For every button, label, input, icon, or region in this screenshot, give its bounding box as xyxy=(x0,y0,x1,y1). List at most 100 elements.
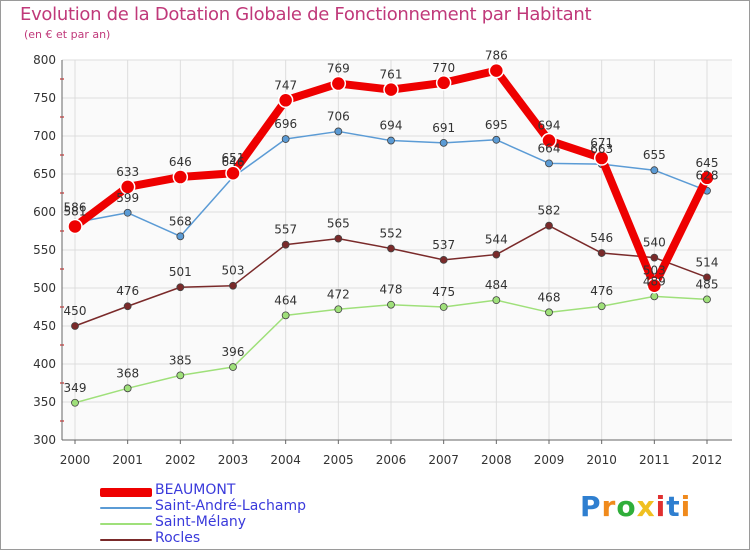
data-label: 475 xyxy=(432,285,455,299)
data-point xyxy=(172,169,189,185)
data-point xyxy=(334,305,343,314)
x-tick-label: 2000 xyxy=(60,453,91,467)
legend-swatch xyxy=(100,488,152,497)
y-tick-label: 600 xyxy=(33,205,56,219)
data-label: 540 xyxy=(643,236,666,250)
data-label: 696 xyxy=(274,117,297,131)
data-point xyxy=(387,244,395,253)
x-tick-label: 2005 xyxy=(323,453,354,467)
x-tick-label: 2006 xyxy=(376,453,407,467)
x-tick-label: 2008 xyxy=(481,453,512,467)
chart-title: Evolution de la Dotation Globale de Fonc… xyxy=(20,4,592,25)
data-label: 646 xyxy=(169,155,192,169)
x-tick-label: 2009 xyxy=(534,453,565,467)
data-label: 476 xyxy=(116,284,139,298)
data-label: 645 xyxy=(696,156,719,170)
legend-label: Saint-André-Lachamp xyxy=(155,498,306,514)
data-label: 769 xyxy=(327,62,350,76)
data-label: 691 xyxy=(432,121,455,135)
logo-letter: x xyxy=(636,490,656,523)
data-label: 655 xyxy=(643,148,666,162)
data-point xyxy=(646,277,663,294)
data-label: 544 xyxy=(485,233,508,247)
data-point xyxy=(277,92,294,109)
data-point xyxy=(281,240,290,249)
data-point xyxy=(281,311,290,320)
data-point xyxy=(387,136,395,145)
y-tick-label: 500 xyxy=(33,281,56,295)
y-tick-label: 700 xyxy=(33,129,56,143)
data-point xyxy=(492,250,501,259)
data-label: 396 xyxy=(222,345,245,359)
y-tick-label: 650 xyxy=(33,167,56,181)
legend-swatch xyxy=(100,523,152,525)
data-point xyxy=(123,208,132,217)
legend-label: BEAUMONT xyxy=(155,482,236,498)
data-point xyxy=(439,255,448,264)
y-tick-label: 800 xyxy=(33,53,56,67)
data-label: 671 xyxy=(590,136,613,150)
data-point xyxy=(650,292,659,301)
data-label: 663 xyxy=(590,142,613,156)
data-label: 633 xyxy=(116,165,139,179)
data-label: 503 xyxy=(222,264,245,278)
data-label: 552 xyxy=(380,226,403,240)
x-tick-label: 2001 xyxy=(112,453,143,467)
x-tick-label: 2007 xyxy=(428,453,459,467)
data-point xyxy=(67,218,83,235)
data-point xyxy=(229,363,237,371)
data-label: 349 xyxy=(64,381,87,395)
data-label: 646 xyxy=(222,155,245,169)
data-label: 581 xyxy=(64,204,87,218)
data-point xyxy=(488,62,505,79)
y-tick-label: 350 xyxy=(33,395,56,409)
data-point xyxy=(71,322,79,330)
logo-letter: P xyxy=(580,490,602,523)
legend-swatch xyxy=(100,539,152,541)
data-label: 651 xyxy=(222,151,245,165)
data-label: 599 xyxy=(116,191,139,205)
data-point xyxy=(71,398,79,407)
data-point xyxy=(387,300,395,309)
data-point xyxy=(123,384,132,393)
data-point xyxy=(545,159,553,168)
data-label: 514 xyxy=(696,255,719,269)
data-label: 478 xyxy=(380,283,403,297)
x-tick-label: 2010 xyxy=(586,453,617,467)
data-label: 503 xyxy=(643,264,666,278)
data-point xyxy=(545,221,553,230)
data-label: 568 xyxy=(169,214,192,228)
data-point xyxy=(281,135,290,143)
data-label: 537 xyxy=(432,238,455,252)
logo-letter: t xyxy=(666,490,681,523)
data-label: 786 xyxy=(485,49,508,63)
data-point xyxy=(703,273,711,282)
legend-label: Saint-Mélany xyxy=(155,514,247,530)
x-tick-label: 2002 xyxy=(165,453,196,467)
data-label: 385 xyxy=(169,353,192,367)
data-label: 565 xyxy=(327,217,350,231)
data-label: 695 xyxy=(485,118,508,132)
data-label: 664 xyxy=(538,141,561,155)
data-point xyxy=(176,371,185,380)
logo-letter: r xyxy=(601,490,617,523)
data-point xyxy=(435,75,452,91)
x-tick-label: 2004 xyxy=(270,453,301,467)
data-point xyxy=(492,135,501,144)
data-point xyxy=(545,308,553,317)
data-point xyxy=(439,138,448,147)
logo-letter: i xyxy=(655,490,667,523)
data-label: 706 xyxy=(327,109,350,123)
y-tick-label: 400 xyxy=(33,357,56,371)
data-point xyxy=(541,132,557,149)
proxiti-logo: Proxiti xyxy=(580,490,691,523)
legend-swatch xyxy=(100,507,152,509)
data-point xyxy=(650,166,659,175)
data-label: 485 xyxy=(696,277,719,291)
data-label: 694 xyxy=(538,119,561,133)
data-label: 546 xyxy=(590,231,613,245)
y-tick-label: 300 xyxy=(33,433,56,447)
data-label: 747 xyxy=(274,78,297,92)
